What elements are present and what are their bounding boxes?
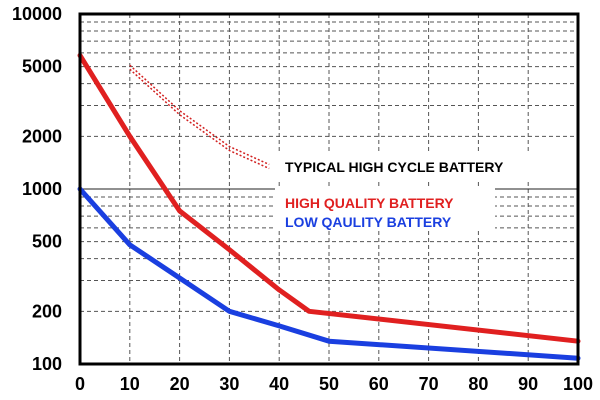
y-tick-label: 2000 bbox=[22, 126, 62, 146]
y-tick-label: 10000 bbox=[12, 4, 62, 24]
x-tick-label: 100 bbox=[563, 374, 593, 394]
x-tick-label: 50 bbox=[319, 374, 339, 394]
series-line-0-a bbox=[129, 64, 270, 166]
legend: TYPICAL HIGH CYCLE BATTERY HIGH QUALITY B… bbox=[275, 152, 555, 230]
y-tick-label: 500 bbox=[32, 232, 62, 252]
y-tick-label: 200 bbox=[32, 301, 62, 321]
legend-bg-2 bbox=[275, 188, 495, 230]
x-tick-label: 20 bbox=[170, 374, 190, 394]
legend-bg-1 bbox=[275, 152, 555, 182]
plot-frame bbox=[78, 12, 580, 366]
x-tick-label: 40 bbox=[269, 374, 289, 394]
series-lines bbox=[77, 52, 581, 361]
x-axis-ticks: 0 10 20 30 40 50 60 70 80 90 100 bbox=[75, 374, 593, 394]
x-tick-label: 70 bbox=[419, 374, 439, 394]
x-tick-label: 0 bbox=[75, 374, 85, 394]
y-tick-label: 100 bbox=[32, 354, 62, 374]
x-tick-label: 80 bbox=[468, 374, 488, 394]
x-tick-label: 10 bbox=[120, 374, 140, 394]
series-line-0-b bbox=[129, 68, 270, 170]
x-tick-label: 60 bbox=[369, 374, 389, 394]
x-tick-label: 30 bbox=[219, 374, 239, 394]
legend-entry: LOW QAULITY BATTERY bbox=[285, 214, 452, 230]
legend-entry: HIGH QUALITY BATTERY bbox=[285, 195, 454, 211]
x-tick-label: 90 bbox=[518, 374, 538, 394]
y-axis-ticks: 10000 5000 2000 1000 500 200 100 bbox=[12, 4, 62, 374]
legend-entry: TYPICAL HIGH CYCLE BATTERY bbox=[285, 159, 504, 175]
y-tick-label: 1000 bbox=[22, 179, 62, 199]
y-tick-label: 5000 bbox=[22, 57, 62, 77]
series-line-1 bbox=[77, 52, 581, 344]
series-line-2 bbox=[77, 186, 581, 361]
